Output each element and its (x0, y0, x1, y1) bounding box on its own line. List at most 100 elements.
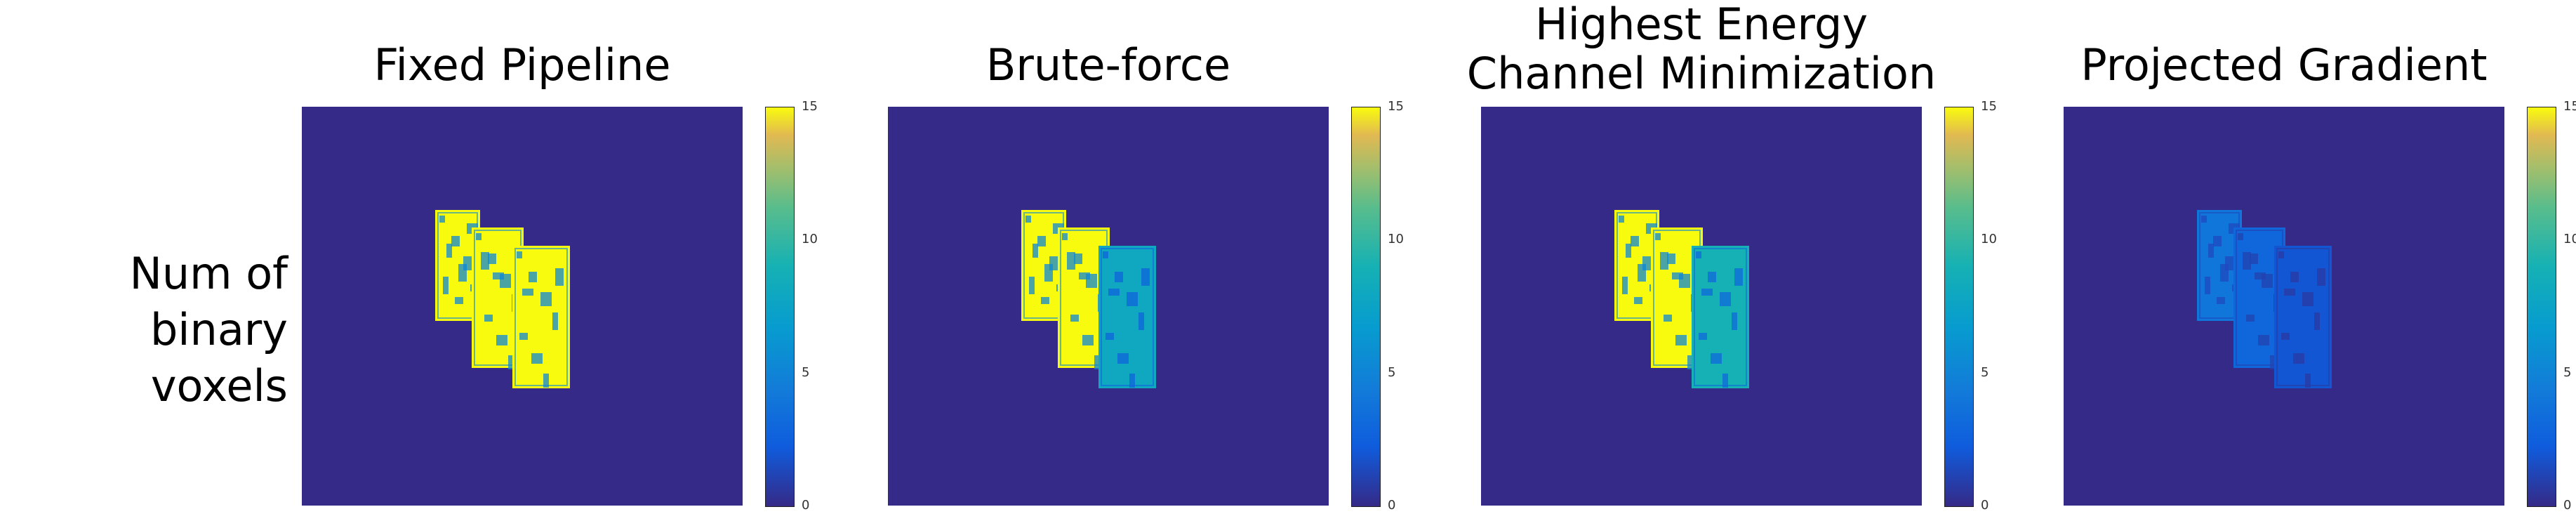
card-texture (1094, 355, 1100, 369)
card-texture (1115, 272, 1123, 282)
card-texture (1711, 353, 1722, 364)
card-texture (2293, 353, 2304, 364)
colorbar-tick-label: 15 (1388, 99, 1404, 114)
card-texture (1106, 333, 1114, 340)
card-texture (1079, 272, 1090, 279)
card-rect (512, 246, 570, 388)
card-texture (1701, 289, 1713, 296)
card-texture (1622, 277, 1628, 294)
card-texture (1141, 268, 1150, 286)
card-texture (1660, 252, 1668, 270)
card-texture (488, 253, 496, 264)
card-texture (2284, 289, 2295, 296)
card-layer-3 (2274, 246, 2332, 388)
panel-title: Highest Energy Channel Minimization (1411, 0, 1992, 98)
card-texture (552, 312, 558, 330)
colorbar (2527, 107, 2556, 507)
heatmap-panel (1481, 107, 1922, 506)
colorbar-tick-label: 10 (802, 232, 818, 247)
card-texture (455, 297, 463, 304)
card-texture (439, 216, 445, 223)
card-texture (2201, 216, 2207, 223)
card-texture (555, 268, 564, 286)
card-texture (481, 252, 489, 270)
card-rect (1098, 246, 1156, 388)
card-texture (1667, 253, 1675, 264)
card-texture (1138, 312, 1144, 330)
card-texture (2205, 277, 2210, 294)
card-texture (517, 251, 522, 258)
card-texture (1108, 289, 1120, 296)
card-texture (2255, 272, 2266, 279)
colorbar-tick-label: 10 (2563, 232, 2576, 247)
card-texture (1708, 272, 1716, 282)
card-border (2276, 248, 2330, 386)
card-texture (1062, 233, 1068, 240)
panel-title-line: Highest Energy (1534, 0, 1868, 50)
card-texture (2243, 252, 2251, 270)
colorbar-tick-label: 15 (1981, 99, 1997, 114)
card-texture (1696, 251, 1701, 258)
card-texture (496, 335, 507, 345)
card-texture (446, 244, 452, 258)
card-texture (1664, 315, 1672, 322)
card-texture (2217, 297, 2225, 304)
card-texture (1675, 335, 1687, 345)
colorbar-tick-label: 10 (1981, 232, 1997, 247)
card-texture (458, 264, 467, 282)
card-texture (2213, 236, 2222, 246)
card-layer-3 (1098, 246, 1156, 388)
card-texture (1722, 374, 1728, 388)
row-label: Num of binary voxels (0, 246, 288, 414)
card-texture (2281, 333, 2290, 340)
panel-title-line: Projected Gradient (2080, 39, 2488, 91)
card-border (1101, 248, 1154, 386)
card-texture (1732, 312, 1737, 330)
row-label-line2: binary voxels (150, 304, 288, 411)
card-texture (443, 277, 449, 294)
card-texture (2302, 292, 2313, 306)
card-texture (1103, 251, 1108, 258)
card-rect (1692, 246, 1749, 388)
card-texture (2317, 268, 2325, 286)
card-texture (1720, 292, 1731, 306)
card-texture (1041, 297, 1049, 304)
card-texture (2220, 264, 2229, 282)
card-texture (1127, 292, 1138, 306)
card-texture (476, 233, 482, 240)
card-texture (2314, 312, 2320, 330)
card-layer-3 (512, 246, 570, 388)
colorbar-tick-label: 0 (2563, 498, 2572, 513)
card-stack (435, 210, 570, 388)
colorbar-tick-label: 5 (1388, 364, 1396, 380)
heatmap-panel (888, 107, 1329, 506)
colorbar-tick-label: 5 (1981, 364, 1989, 380)
colorbar-tick-label: 15 (2563, 99, 2576, 114)
card-texture (2290, 272, 2299, 282)
card-stack (1021, 210, 1156, 388)
card-texture (493, 272, 504, 279)
card-rect (2274, 246, 2332, 388)
card-texture (2250, 253, 2258, 264)
card-texture (1655, 233, 1661, 240)
card-texture (1626, 244, 1631, 258)
panel-title-line: Channel Minimization (1466, 48, 1937, 99)
panel-title-line: Fixed Pipeline (373, 39, 671, 91)
colorbar (1351, 107, 1381, 507)
card-texture (1037, 236, 1046, 246)
card-texture (2238, 233, 2243, 240)
colorbar-tick-label: 10 (1388, 232, 1404, 247)
card-texture (2305, 374, 2311, 388)
colorbar-tick-label: 0 (1388, 498, 1396, 513)
card-texture (1029, 277, 1035, 294)
card-texture (1634, 297, 1642, 304)
card-texture (508, 355, 514, 369)
card-border (1694, 248, 1747, 386)
heatmap-panel (2064, 107, 2504, 506)
card-texture (1631, 236, 1639, 246)
card-texture (1044, 264, 1053, 282)
heatmap-panel (302, 107, 743, 506)
card-texture (1699, 333, 1707, 340)
card-texture (531, 353, 543, 364)
card-texture (540, 292, 552, 306)
